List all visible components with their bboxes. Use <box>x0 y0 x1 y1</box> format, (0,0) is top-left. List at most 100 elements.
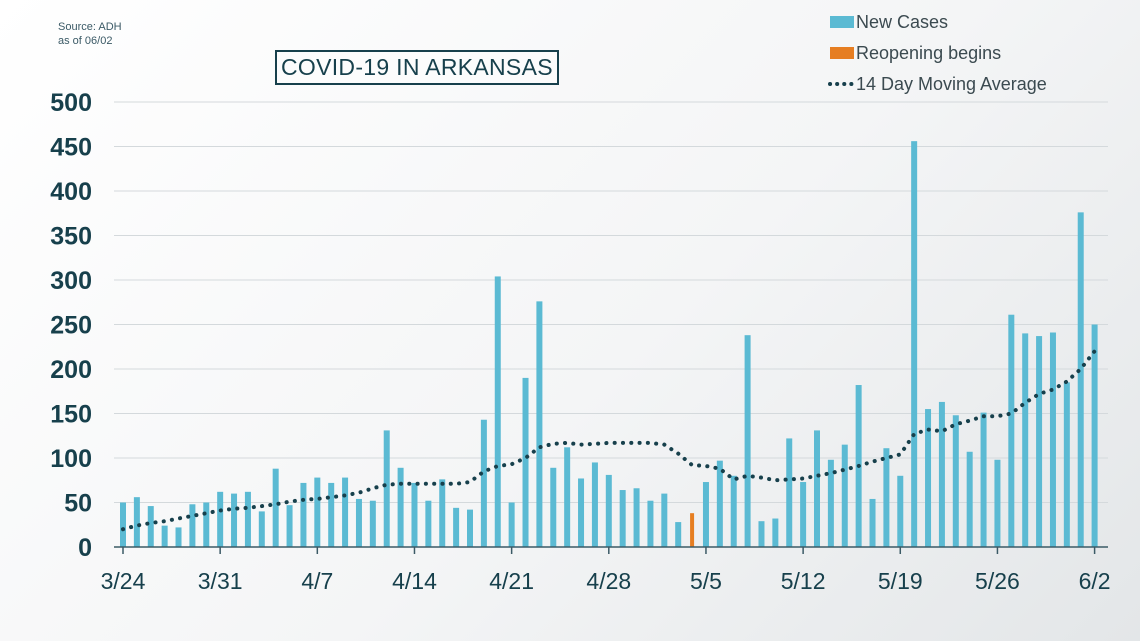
new-cases-bar <box>147 506 154 547</box>
new-cases-bar <box>120 502 126 547</box>
x-tick-label: 5/12 <box>781 568 826 594</box>
new-cases-bar <box>328 482 335 547</box>
new-cases-bar <box>453 507 460 547</box>
new-cases-bar <box>897 475 904 547</box>
new-cases-bar <box>758 521 765 547</box>
legend-swatch-reopening <box>830 47 854 59</box>
reopening-bar-group <box>690 513 695 547</box>
new-cases-bar <box>133 497 140 547</box>
legend: New Cases Reopening begins 14 Day Moving A… <box>828 12 1047 94</box>
legend-label: 14 Day Moving Average <box>856 74 1047 94</box>
new-cases-bar <box>1091 324 1098 547</box>
new-cases-bar <box>272 468 279 547</box>
new-cases-bar <box>342 477 349 547</box>
moving-average-line-path <box>121 349 1097 532</box>
new-cases-bar <box>425 500 432 547</box>
y-tick-label: 500 <box>50 89 92 117</box>
reopening-bar <box>690 513 695 547</box>
new-cases-bar <box>217 491 224 547</box>
x-tick-label: 4/28 <box>586 568 631 594</box>
new-cases-bar <box>1077 212 1084 548</box>
legend-label: New Cases <box>856 12 948 32</box>
new-cases-bar <box>467 509 473 547</box>
source-line: Source: ADH <box>58 21 122 33</box>
y-tick-label: 150 <box>50 401 92 429</box>
new-cases-bar <box>730 475 737 547</box>
new-cases-bar <box>966 451 973 547</box>
new-cases-bar <box>702 482 709 547</box>
x-tick-label: 4/21 <box>489 568 534 594</box>
legend-swatch-new-cases <box>830 16 854 28</box>
x-tick-label: 5/5 <box>690 568 722 594</box>
new-cases-bar <box>564 447 571 547</box>
new-cases-bar <box>980 412 987 547</box>
x-axis: 3/24 3/31 4/7 4/14 4/21 4/28 5/5 5/12 5/19 5/26 6/… <box>101 546 1111 594</box>
new-cases-bar <box>772 518 779 547</box>
x-tick-label: 3/31 <box>198 568 243 594</box>
new-cases-bar <box>800 482 807 547</box>
new-cases-bar <box>869 498 876 547</box>
new-cases-bar <box>286 505 293 547</box>
new-cases-bar <box>203 502 210 547</box>
new-cases-bar <box>480 419 487 547</box>
new-cases-bar <box>1022 333 1029 547</box>
new-cases-bar <box>355 498 362 547</box>
new-cases-bar <box>494 276 501 547</box>
new-cases-bar <box>675 522 682 547</box>
new-cases-bar <box>383 430 390 547</box>
new-cases-bar <box>508 502 515 547</box>
new-cases-bar <box>578 478 585 547</box>
new-cases-bar <box>300 482 307 547</box>
y-tick-label: 400 <box>50 178 92 206</box>
new-cases-bar <box>258 511 265 547</box>
new-cases-bar <box>522 377 529 547</box>
date-line: as of 06/02 <box>58 35 113 47</box>
new-cases-bar <box>1063 382 1070 547</box>
new-cases-bar <box>161 525 168 547</box>
new-cases-bar <box>744 335 751 547</box>
new-cases-bar <box>605 474 612 547</box>
new-cases-bar <box>189 504 196 547</box>
new-cases-bar <box>411 482 418 547</box>
new-cases-bar <box>814 430 820 547</box>
new-cases-bar <box>1036 336 1043 547</box>
new-cases-bar <box>231 493 238 547</box>
new-cases-bar <box>841 444 848 547</box>
y-tick-label: 50 <box>64 490 92 518</box>
x-tick-label: 3/24 <box>101 568 146 594</box>
new-cases-bar <box>536 301 543 547</box>
new-cases-bar <box>994 459 1001 547</box>
new-cases-bar <box>619 490 626 547</box>
y-tick-label: 300 <box>50 267 92 295</box>
x-tick-label: 4/7 <box>301 568 333 594</box>
new-cases-bar <box>314 477 321 547</box>
new-cases-bar <box>952 415 959 547</box>
new-cases-bar <box>550 467 557 547</box>
y-tick-label: 200 <box>50 356 92 384</box>
new-cases-bar <box>883 448 890 547</box>
source-note: Source: ADH as of 06/02 <box>58 20 122 48</box>
new-cases-bar <box>647 500 654 547</box>
new-cases-bar <box>633 488 640 547</box>
x-tick-label: 5/26 <box>975 568 1020 594</box>
new-cases-bar <box>925 409 932 547</box>
gridlines <box>114 101 1108 503</box>
new-cases-bar <box>369 500 376 547</box>
legend-label: Reopening begins <box>856 43 1001 63</box>
x-tick-label: 5/19 <box>878 568 923 594</box>
new-cases-bar <box>661 493 668 547</box>
y-tick-label: 100 <box>50 445 92 473</box>
new-cases-bar <box>439 479 446 547</box>
moving-average-line <box>121 349 1097 532</box>
y-tick-label: 250 <box>50 312 92 340</box>
x-tick-label: 4/14 <box>392 568 437 594</box>
y-tick-label: 450 <box>50 134 92 162</box>
y-tick-label: 350 <box>50 223 92 251</box>
new-cases-bar <box>786 438 793 547</box>
y-tick-label: 0 <box>78 534 92 562</box>
new-cases-bars <box>120 141 1098 548</box>
new-cases-bar <box>244 491 251 547</box>
new-cases-bar <box>175 527 182 547</box>
new-cases-bar <box>827 459 834 547</box>
